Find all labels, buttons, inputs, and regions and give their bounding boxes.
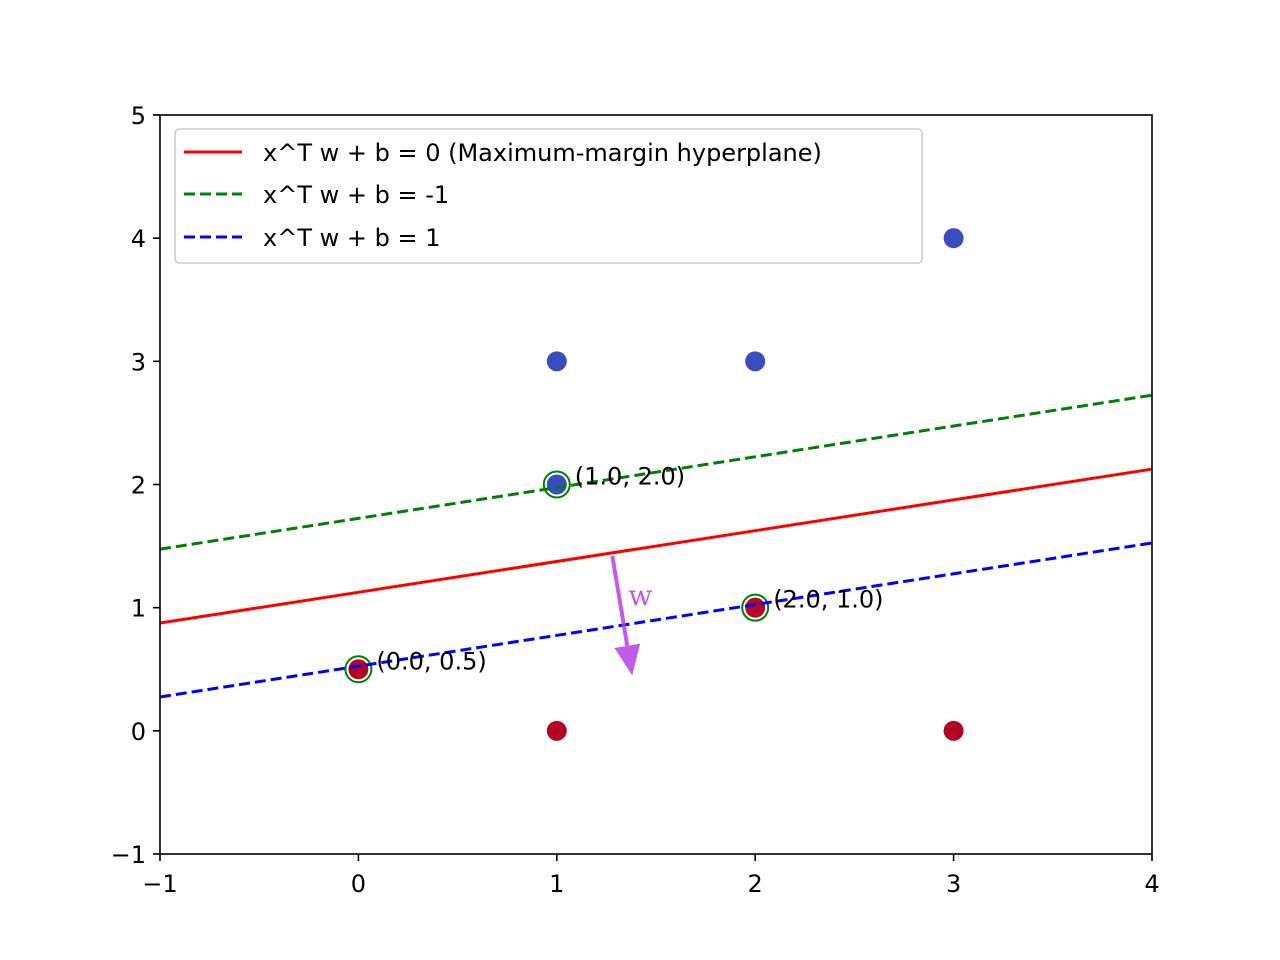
legend-label-hyperplane: x^T w + b = 0 (Maximum-margin hyperplane… [263,139,822,167]
legend-box [174,128,923,264]
support-vector-label: (1.0, 2.0) [575,463,685,491]
margin-line-negative [160,393,1152,551]
normal-vector-label: w [628,579,652,612]
legend: x^T w + b = 0 (Maximum-margin hyperplane… [174,128,923,264]
y-tick-label: 3 [131,348,146,376]
scatter-point-red [745,597,766,618]
normal-vector-shaft [610,555,630,647]
scatter-point-red [546,720,567,741]
support-vector-ring [542,470,571,499]
y-tick-label: 2 [131,472,146,500]
axis-ticks: −1 0 1 2 3 4 −1 0 1 2 3 4 5 [111,102,1160,898]
normal-vector-arrowhead [614,643,641,676]
support-vector-label: (0.0, 0.5) [376,647,486,675]
y-tick-label: 5 [131,102,146,130]
scatter-point-blue [546,351,567,372]
data-layer [160,228,1152,741]
y-tick-label: −1 [111,841,146,869]
y-tick-label: 0 [131,718,146,746]
x-tick-label: 3 [946,870,961,898]
legend-label-margin-negative: x^T w + b = -1 [263,181,449,209]
support-vector-ring [741,593,770,622]
y-tick-label: 1 [131,595,146,623]
x-tick-label: 1 [549,870,564,898]
x-tick-label: −1 [142,870,177,898]
scatter-point-red [943,720,964,741]
support-vector-ring [344,655,373,684]
x-tick-label: 0 [351,870,366,898]
scatter-point-red [348,659,369,680]
support-vector-label: (2.0, 1.0) [773,586,883,614]
scatter-point-blue [745,351,766,372]
legend-label-margin-positive: x^T w + b = 1 [263,224,440,252]
scatter-point-blue [943,228,964,249]
annotation-layer: (1.0, 2.0) (2.0, 1.0) (0.0, 0.5) w [376,463,884,676]
y-tick-label: 4 [131,225,146,253]
hyperplane-line [160,467,1152,625]
margin-line-positive [160,541,1152,699]
scatter-point-blue [546,474,567,495]
x-tick-label: 2 [748,870,763,898]
x-tick-label: 4 [1144,870,1159,898]
